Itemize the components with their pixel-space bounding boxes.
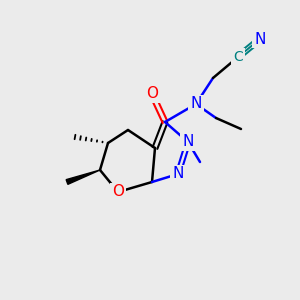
Text: N: N <box>254 32 266 46</box>
Text: O: O <box>146 86 158 101</box>
Polygon shape <box>66 170 100 184</box>
Text: N: N <box>190 97 202 112</box>
Text: O: O <box>112 184 124 200</box>
Text: N: N <box>172 167 184 182</box>
Text: N: N <box>182 134 194 149</box>
Text: C: C <box>233 50 243 64</box>
